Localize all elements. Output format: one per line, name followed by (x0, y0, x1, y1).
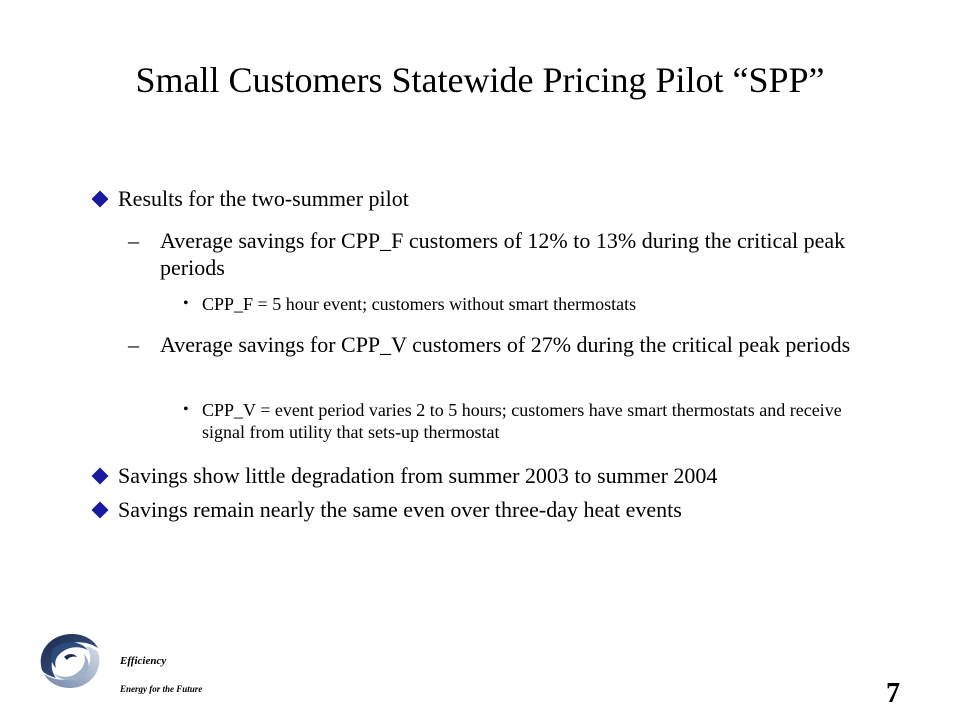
bullet-text: Results for the two-summer pilot (118, 186, 409, 211)
diamond-bullet-icon (90, 497, 110, 523)
dot-marker: • (183, 295, 189, 312)
dash-marker: – (128, 332, 139, 357)
sub-sub-item-text: CPP_V = event period varies 2 to 5 hours… (202, 400, 842, 442)
diamond-bullet-icon (90, 186, 110, 212)
bullet-text: Savings show little degradation from sum… (118, 463, 718, 488)
diamond-bullet-icon (90, 463, 110, 489)
sub-item-text: Average savings for CPP_F customers of 1… (160, 228, 846, 280)
bullet-text: Savings remain nearly the same even over… (118, 497, 682, 522)
brand-tagline: Energy for the Future (120, 684, 203, 694)
dot-marker: • (183, 401, 189, 418)
sub-item-text: Average savings for CPP_V customers of 2… (160, 332, 851, 357)
dash-marker: – (128, 228, 139, 253)
sub-sub-item-text: CPP_F = 5 hour event; customers without … (202, 294, 637, 314)
slide-title: Small Customers Statewide Pricing Pilot … (135, 60, 825, 100)
swirl-logo-icon (40, 634, 100, 688)
page-number: 7 (886, 678, 900, 709)
brand-name: Efficiency (120, 655, 167, 667)
